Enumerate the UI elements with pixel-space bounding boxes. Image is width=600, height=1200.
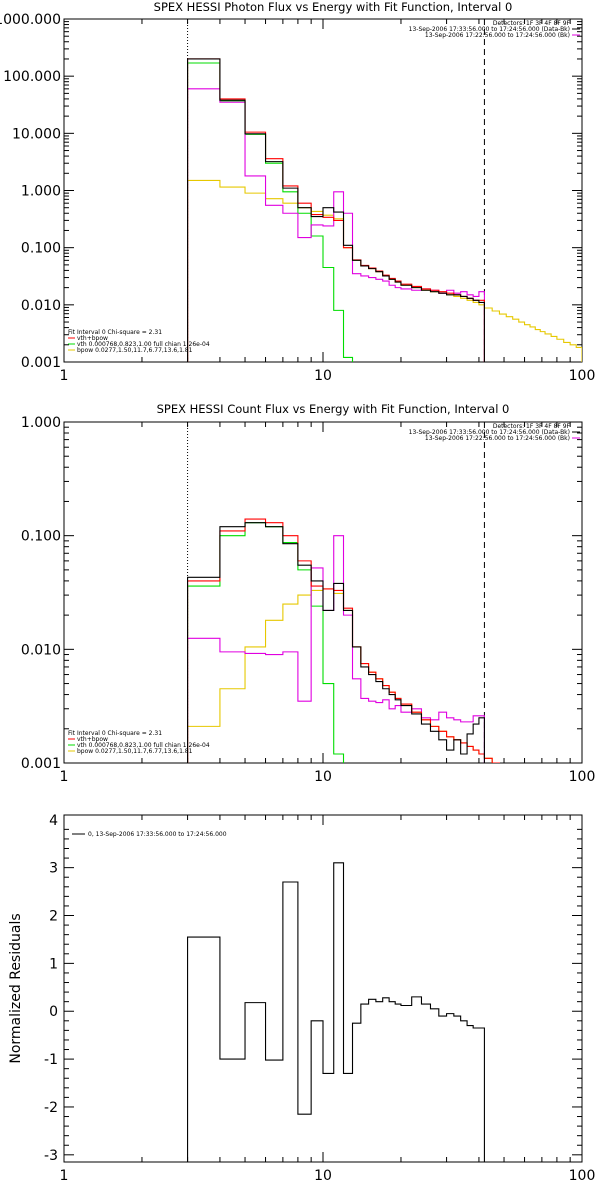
legend-item: vth+bpow [77,736,108,743]
x-tick-label: 1 [60,1168,69,1184]
info-line: 13-Sep-2006 17:22:56.000 to 17:24:56.000… [425,32,570,39]
y-axis: 1.000 0.100 0.010 0.001 [21,415,582,772]
series-group [187,58,582,362]
y-tick-label: 0.010 [21,642,61,658]
legend-item: bpow 0.0277,1.50,11.7,6.77,13.6,1.81 [77,748,193,755]
plot-frame [63,814,583,1163]
x-tick-label: 100 [569,368,596,384]
series-vth-line [187,62,354,362]
info-line: Detectors: 1F 3F 4F 8F 9F [493,423,571,430]
series-group [187,862,485,1162]
chart-panel-2: SPEX HESSI Count Flux vs Energy with Fit… [21,402,596,785]
y-tick-label: 2 [49,909,58,925]
legend-item: vth+bpow [77,335,108,342]
x-axis: 1 10 100 [60,815,596,1184]
y-tick-label: 100.000 [3,69,61,85]
series-group [187,518,500,763]
y-tick-label: -3 [44,1148,58,1164]
y-tick-label: 0.010 [21,298,61,314]
legend: Fit Interval 0 Chi-square = 2.31vth+bpow… [68,730,210,755]
y-tick-label: 0.100 [21,241,61,257]
x-axis: 1 10 100 [60,19,596,384]
y-tick-label: 10.000 [12,126,61,142]
y-tick-label: 1000.000 [0,12,61,28]
y-tick-label: -1 [44,1052,58,1068]
series-bkg-line [187,88,485,362]
y-tick-label: 0 [49,1004,58,1020]
y-axis-label: Normalized Residuals [8,913,24,1063]
info-line: 13-Sep-2006 17:33:56.000 to 17:24:56.000… [409,429,570,436]
series-data-line [187,862,485,1162]
chart-panel-1: SPEX HESSI Photon Flux vs Energy with Fi… [0,0,596,384]
plot-frame [63,18,583,363]
legend: 0, 13-Sep-2006 17:33:56.000 to 17:24:56.… [72,831,227,838]
x-axis: 1 10 100 [60,422,596,785]
chart-title: SPEX HESSI Count Flux vs Energy with Fit… [157,402,510,416]
series-bpow-line [187,588,500,763]
legend-item: bpow 0.0277,1.50,11.7,6.77,13.6,1.81 [77,347,193,354]
x-tick-label: 10 [314,368,332,384]
y-tick-label: 4 [49,813,58,829]
x-tick-label: 10 [314,769,332,785]
x-tick-label: 100 [569,1168,596,1184]
series-bpow-line [187,179,582,362]
y-axis: 4 3 2 1 0 -1 -2 -3 [44,813,582,1164]
info-line: 13-Sep-2006 17:22:56.000 to 17:24:56.000… [425,435,570,442]
legend-title: Fit Interval 0 Chi-square = 2.31 [68,329,162,336]
chart-title: SPEX HESSI Photon Flux vs Energy with Fi… [154,0,513,14]
y-tick-label: 1.000 [21,184,61,200]
y-tick-label: 0.100 [21,529,61,545]
y-tick-label: 0.001 [21,756,61,772]
y-tick-label: 1 [49,956,58,972]
y-tick-label: -2 [44,1100,58,1116]
legend-item: 0, 13-Sep-2006 17:33:56.000 to 17:24:56.… [88,831,227,838]
x-tick-label: 1 [60,769,69,785]
series-bkg-line [187,535,485,763]
legend-item: vth 0.000768,0.823,1.00 full chian 1.26e… [77,341,210,348]
info-line: Detectors: 1F 3F 4F 8F 9F [493,20,571,27]
y-tick-label: 1.000 [21,415,61,431]
series-vth-line [187,522,345,763]
legend: Fit Interval 0 Chi-square = 2.31vth+bpow… [68,329,210,354]
series-data-line [187,58,485,362]
legend-title: Fit Interval 0 Chi-square = 2.31 [68,730,162,737]
y-tick-label: 0.001 [21,355,61,371]
x-tick-label: 10 [314,1168,332,1184]
y-tick-label: 3 [49,861,58,877]
legend-item: vth 0.000768,0.823,1.00 full chian 1.26e… [77,742,210,749]
series-data-line [187,522,485,763]
info-line: 13-Sep-2006 17:33:56.000 to 17:24:56.000… [409,26,570,33]
x-tick-label: 1 [60,368,69,384]
x-tick-label: 100 [569,769,596,785]
series-total-line [187,58,485,362]
y-axis: 1000.000 100.000 10.000 1.000 0.100 0.010 0.00… [0,12,582,371]
